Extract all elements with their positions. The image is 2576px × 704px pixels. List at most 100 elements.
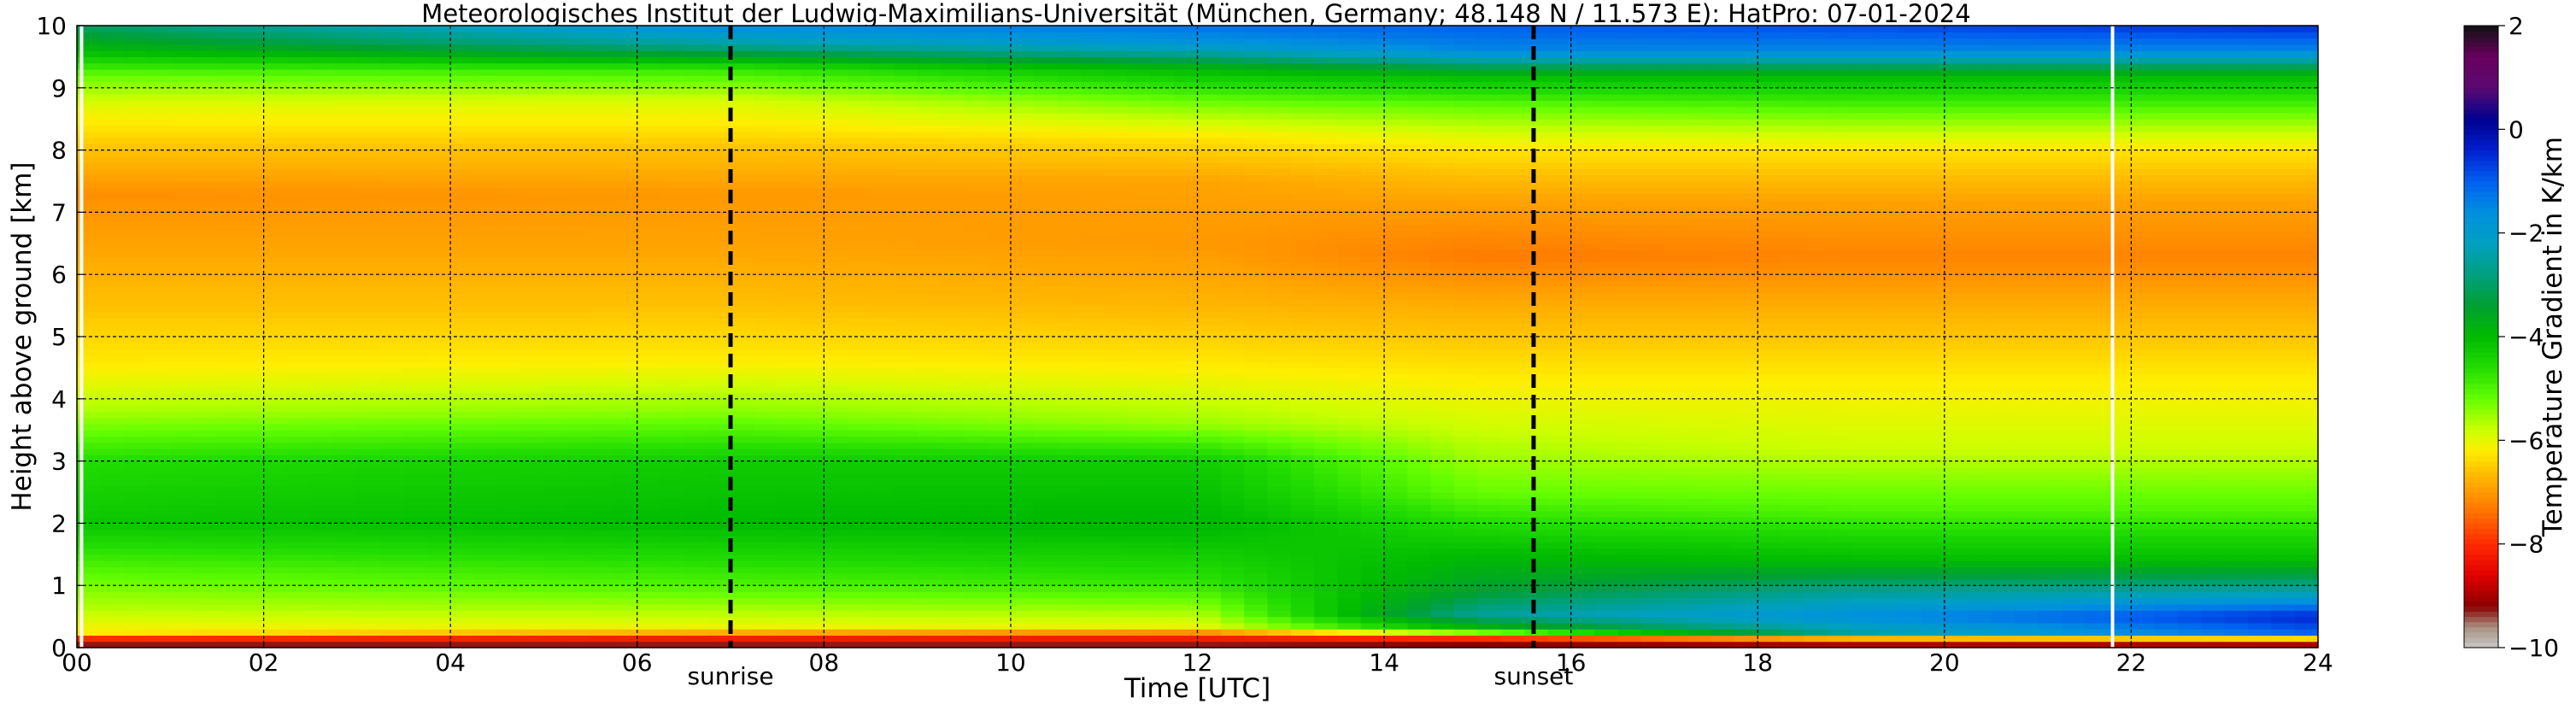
heatmap-cell [1197,125,1222,132]
heatmap-cell [894,305,918,313]
heatmap-cell [754,199,778,207]
heatmap-cell [286,255,311,263]
heatmap-cell [566,44,591,51]
heatmap-cell [333,237,358,244]
heatmap-cell [193,616,218,624]
heatmap-cell [473,386,498,394]
heatmap-cell [356,566,381,574]
heatmap-cell [1034,68,1059,76]
heatmap-cell [1150,62,1175,70]
heatmap-cell [123,261,148,269]
heatmap-cell [1127,243,1152,250]
heatmap-cell [240,466,265,474]
heatmap-cell [940,274,965,282]
heatmap-cell [1220,218,1245,226]
heatmap-cell [310,430,335,437]
heatmap-cell [450,206,475,213]
heatmap-cell [1127,566,1152,574]
heatmap-cell [333,379,358,387]
heatmap-cell [987,466,1012,474]
heatmap-cell [660,50,684,57]
heatmap-cell [403,181,428,188]
heatmap-cell [801,417,824,425]
heatmap-cell [917,155,942,163]
heatmap-cell [1104,479,1129,487]
heatmap-cell [473,411,498,419]
heatmap-cell [170,299,195,307]
heatmap-cell [1080,87,1105,95]
heatmap-cell [707,355,731,362]
heatmap-cell [964,379,989,387]
heatmap-cell [286,243,311,250]
heatmap-cell [1127,280,1152,288]
heatmap-cell [964,318,989,326]
heatmap-cell [193,38,218,45]
heatmap-cell [356,193,381,201]
heatmap-cell [1104,324,1129,331]
heatmap-cell [520,585,545,593]
heatmap-cell [333,542,358,549]
heatmap-cell [1220,405,1245,412]
heatmap-cell [146,398,171,406]
heatmap-cell [590,212,615,220]
heatmap-cell [660,144,684,151]
heatmap-cell [193,473,218,481]
heatmap-cell [380,119,405,126]
heatmap-cell [847,181,871,188]
heatmap-cell [1010,485,1035,493]
heatmap-cell [917,193,942,201]
heatmap-cell [77,119,101,126]
heatmap-cell [240,355,265,362]
heatmap-cell [146,349,171,356]
heatmap-cell [566,386,591,394]
heatmap-cell [964,466,989,474]
heatmap-cell [426,548,451,555]
heatmap-cell [1104,436,1129,443]
heatmap-cell [240,174,265,182]
heatmap-cell [847,324,871,331]
heatmap-cell [496,311,521,319]
heatmap-cell [566,337,591,343]
heatmap-cell [731,566,754,574]
heatmap-cell [707,591,731,599]
heatmap-cell [754,318,778,326]
heatmap-cell [660,461,684,468]
heatmap-cell [520,510,545,518]
heatmap-cell [801,498,824,506]
heatmap-cell [473,449,498,455]
heatmap-cell [193,68,218,76]
heatmap-cell [754,299,778,307]
heatmap-cell [590,529,615,537]
heatmap-cell [917,498,942,506]
heatmap-cell [380,367,405,375]
heatmap-cell [403,324,428,331]
heatmap-cell [426,81,451,89]
heatmap-cell [263,449,288,455]
heatmap-cell [520,243,545,250]
heatmap-cell [590,305,615,313]
heatmap-cell [1127,492,1152,499]
heatmap-cell [777,249,801,256]
heatmap-cell [684,212,708,220]
heatmap-cell [146,193,171,201]
heatmap-cell [1127,44,1152,51]
heatmap-cell [356,280,381,288]
heatmap-cell [543,293,568,300]
heatmap-cell [380,337,405,343]
heatmap-cell [520,32,545,39]
heatmap-cell [1127,498,1152,506]
heatmap-cell [1150,68,1175,76]
heatmap-cell [777,199,801,207]
heatmap-cell [754,591,778,599]
heatmap-cell [193,249,218,256]
heatmap-cell [426,616,451,624]
heatmap-cell [310,423,335,431]
heatmap-cell [824,249,848,256]
heatmap-cell [286,343,311,350]
heatmap-cell [590,100,615,108]
heatmap-cell [1104,442,1129,449]
heatmap-cell [1080,386,1105,394]
heatmap-cell [801,386,824,394]
heatmap-cell [847,604,871,611]
heatmap-cell [707,162,731,170]
